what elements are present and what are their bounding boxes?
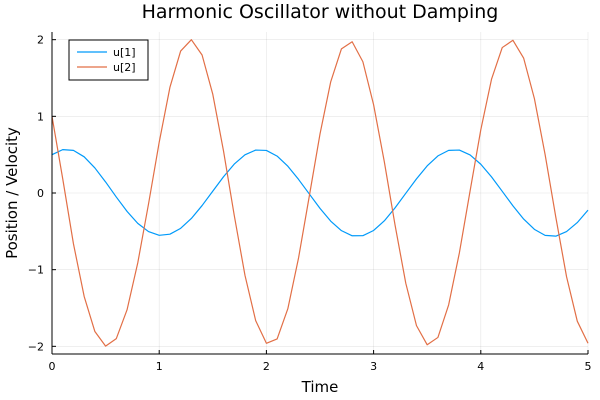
axes — [51, 32, 589, 355]
x-tick-label: 0 — [49, 360, 56, 373]
x-tick-label: 1 — [156, 360, 163, 373]
x-tick-label: 2 — [263, 360, 270, 373]
x-axis-label: Time — [301, 378, 339, 396]
y-axis-label: Position / Velocity — [3, 127, 21, 259]
x-tick-label: 3 — [370, 360, 377, 373]
series-line-1 — [51, 149, 589, 237]
x-tick-label: 5 — [585, 360, 592, 373]
series-line-2 — [51, 39, 589, 347]
x-tick-label: 4 — [477, 360, 484, 373]
y-tick-label: −1 — [28, 264, 44, 277]
legend-label-2: u[2] — [113, 61, 136, 74]
legend-box — [68, 39, 149, 81]
chart-title: Harmonic Oscillator without Damping — [142, 1, 499, 23]
tick-labels: 0 1 2 3 4 5 −2 −1 0 1 2 — [28, 34, 592, 373]
legend-label-1: u[1] — [113, 46, 136, 59]
grid-lines — [51, 32, 589, 354]
y-tick-label: 2 — [37, 34, 44, 47]
plot-area — [51, 39, 589, 347]
y-tick-label: 1 — [37, 110, 44, 123]
legend: u[1] u[2] — [68, 39, 149, 81]
y-tick-label: 0 — [37, 187, 44, 200]
y-tick-label: −2 — [28, 340, 44, 353]
